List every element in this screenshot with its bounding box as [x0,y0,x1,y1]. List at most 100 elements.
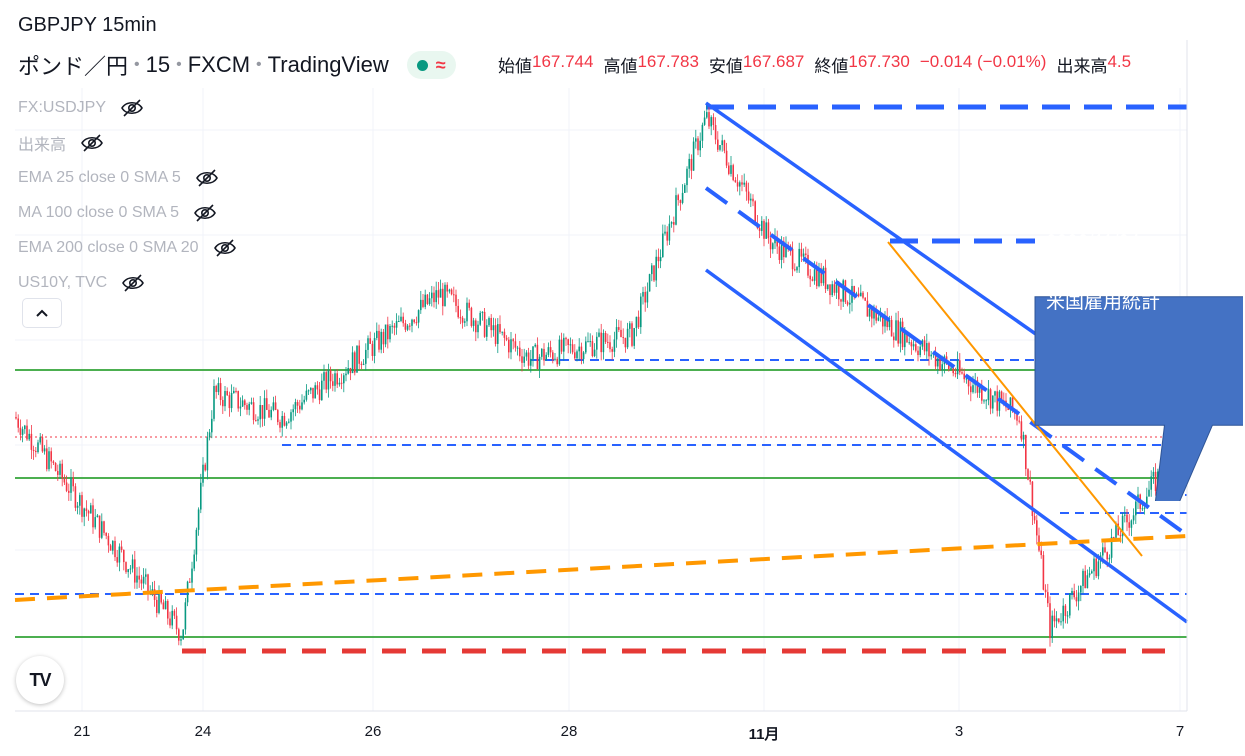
candle-body [116,557,118,563]
indicator-ema25[interactable]: EMA 25 close 0 SMA 5 [18,160,237,195]
eye-crossed-icon[interactable] [80,131,104,155]
candle-body [523,356,525,363]
candle-body [576,351,578,359]
candle-body [505,337,508,340]
candle-body [211,418,213,433]
indicator-usdjpy[interactable]: FX:USDJPY [18,90,237,125]
candle-body [842,280,844,302]
eye-crossed-icon[interactable] [120,96,144,120]
eye-crossed-icon[interactable] [195,166,219,190]
candle-body [147,574,149,592]
candle-body [615,327,618,340]
candle-body [61,463,63,479]
candle-body [475,320,477,333]
candle-body [299,405,301,410]
candle-body [151,589,154,592]
candle-body [175,615,178,630]
candle-body [270,409,272,418]
candle-body [246,405,248,410]
candle-body [895,320,897,341]
candle-body [824,267,827,289]
candle-body [917,350,919,356]
candle-body [752,198,754,202]
candle-body [182,629,184,640]
candle-body [1022,434,1025,440]
candle-body [1031,481,1034,517]
candle-body [710,117,712,127]
candle-body [596,336,598,350]
candle-body [455,294,457,306]
candle-body [329,370,332,382]
candle-body [215,385,217,393]
candle-body [92,505,94,528]
eye-crossed-icon[interactable] [213,236,237,260]
candle-body [930,354,932,357]
candle-body [829,284,831,296]
indicator-volume[interactable]: 出来高 [18,125,237,160]
candle-body [404,323,407,330]
candle-body [994,391,996,396]
candle-body [125,562,127,573]
indicator-ma100[interactable]: MA 100 close 0 SMA 5 [18,195,237,230]
candle-body [103,521,105,533]
candle-body [178,629,180,641]
candle-body [222,400,224,407]
callout-shape[interactable] [1034,221,1243,501]
candle-body [1152,471,1155,477]
candle-body [1040,550,1042,556]
candle-body [134,559,136,583]
candle-body [536,344,539,370]
candle-body [98,515,101,538]
symbol-name[interactable]: ポンド／円 [18,54,129,79]
candle-body [46,448,48,470]
candle-body [673,222,675,225]
candle-body [26,425,28,440]
candle-body [354,352,356,373]
interval[interactable]: 15 [145,52,171,77]
symbol-row[interactable]: ポンド／円 • 15 • FXCM • TradingView ≈ [18,50,456,80]
indicator-ema200[interactable]: EMA 200 close 0 SMA 20 [18,230,237,265]
candle-body [1027,469,1029,480]
market-status-badge[interactable]: ≈ [406,51,456,79]
candle-body [952,367,954,374]
candle-body [846,302,849,305]
candle-body [541,348,543,357]
candle-body [191,568,193,583]
candle-body [897,320,899,344]
tradingview-logo[interactable]: TV [16,656,64,704]
candle-body [499,324,501,333]
candle-body [941,364,943,370]
candle-body [169,618,171,626]
eye-crossed-icon[interactable] [121,271,145,295]
candle-body [261,405,264,419]
collapse-legend-button[interactable] [22,298,62,328]
eye-crossed-icon[interactable] [193,201,217,225]
candle-body [972,385,974,393]
candle-body [483,311,486,337]
candle-body [453,294,455,296]
candle-body [699,140,701,151]
candle-body [378,330,380,350]
candle-body [765,222,767,239]
candle-body [794,269,796,271]
candle-body [745,182,748,192]
candle-body [776,237,778,247]
candle-body [450,289,453,295]
x-tick-label: 24 [194,723,212,740]
ohlc-legend: 始値 167.744 高値 167.783 安値 167.687 終値 167.… [498,52,1186,77]
candle-body [226,390,228,396]
candle-body [37,442,39,453]
candle-body [906,331,908,343]
candle-body [996,391,998,411]
candle-body [266,398,268,410]
candle-body [642,291,644,297]
candle-body [171,610,173,626]
candle-body [802,253,805,257]
candle-body [303,399,305,403]
candle-body [312,387,314,399]
candle-body [901,321,904,348]
indicator-us10y[interactable]: US10Y, TVC [18,265,237,300]
candle-body [692,141,695,171]
candle-body [985,400,987,402]
